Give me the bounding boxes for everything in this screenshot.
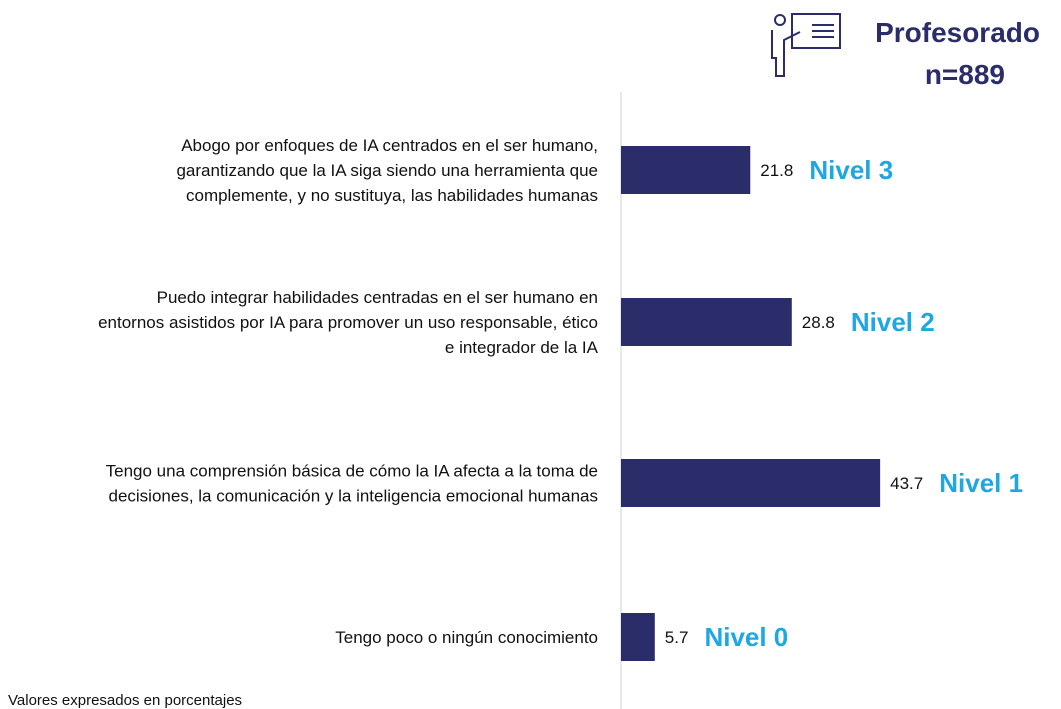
category-label: complemente, y no sustituya, las habilid… [186,186,598,205]
category-label: Tengo una comprensión básica de cómo la … [106,462,598,481]
category-label: decisiones, la comunicación y la intelig… [109,487,599,506]
value-label: 5.7 [665,628,689,647]
level-annotation: Nivel 3 [809,155,893,185]
footnote: Valores expresados en porcentajes [8,692,242,709]
category-label: Puedo integrar habilidades centradas en … [157,288,598,307]
header-subtitle: n=889 [925,59,1005,90]
category-label: e integrador de la IA [445,338,599,357]
teacher-icon [771,13,841,77]
bar [621,613,655,661]
category-label: Tengo poco o ningún conocimiento [335,628,598,647]
value-label: 43.7 [890,474,923,493]
bar [621,146,751,194]
bar [621,298,792,346]
category-label: garantizando que la IA siga siendo una h… [176,161,598,180]
category-label: entornos asistidos por IA para promover … [98,313,598,332]
header-title: Profesorado [875,17,1040,48]
value-label: 21.8 [760,161,793,180]
level-annotation: Nivel 0 [704,622,788,652]
level-annotation: Nivel 1 [939,468,1023,498]
value-label: 28.8 [802,313,835,332]
level-annotation: Nivel 2 [851,307,935,337]
bar [621,459,881,507]
category-label: Abogo por enfoques de IA centrados en el… [181,136,598,155]
